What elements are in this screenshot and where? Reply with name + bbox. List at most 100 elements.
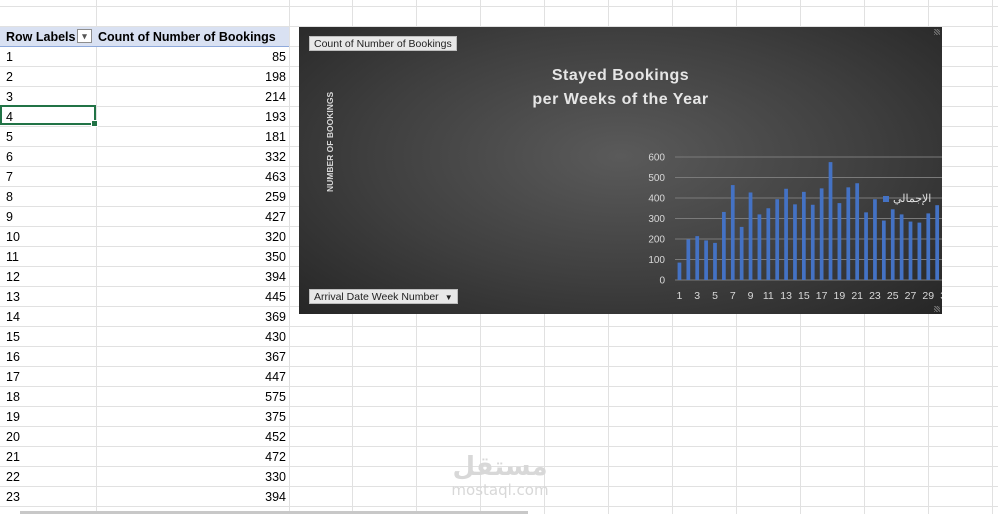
- row-value: 320: [265, 230, 286, 244]
- table-row[interactable]: 4 193: [0, 107, 289, 127]
- bar[interactable]: [722, 211, 726, 280]
- x-tick-label: 25: [887, 290, 899, 302]
- bar[interactable]: [810, 204, 815, 280]
- bar[interactable]: [917, 222, 922, 280]
- horizontal-scrollbar[interactable]: [20, 511, 528, 514]
- table-row[interactable]: 9 427: [0, 207, 289, 227]
- bar[interactable]: [828, 162, 833, 280]
- row-value: 367: [265, 350, 286, 364]
- bar[interactable]: [704, 240, 708, 280]
- bar[interactable]: [748, 192, 753, 280]
- row-value: 332: [265, 150, 286, 164]
- row-label: 1: [6, 50, 13, 64]
- y-tick-label: 600: [648, 153, 665, 164]
- row-label: 23: [6, 490, 20, 504]
- bar[interactable]: [881, 220, 886, 280]
- chart-title-line-2: per Weeks of the Year: [532, 91, 709, 108]
- bar[interactable]: [819, 188, 824, 280]
- table-row[interactable]: 20 452: [0, 427, 289, 447]
- row-label: 12: [6, 270, 20, 284]
- bar[interactable]: [935, 205, 940, 280]
- table-row[interactable]: 16 367: [0, 347, 289, 367]
- axis-field-button[interactable]: Arrival Date Week Number ▼: [309, 289, 458, 304]
- bar[interactable]: [730, 185, 735, 280]
- table-row[interactable]: 7 463: [0, 167, 289, 187]
- y-tick-label: 200: [648, 235, 665, 246]
- bar[interactable]: [873, 199, 877, 280]
- table-row[interactable]: 15 430: [0, 327, 289, 347]
- gridline: [96, 0, 97, 514]
- bar[interactable]: [793, 204, 797, 280]
- x-tick-label: 1: [677, 290, 683, 302]
- gridline: [0, 26, 998, 27]
- table-row[interactable]: 10 320: [0, 227, 289, 247]
- pivot-chart[interactable]: Count of Number of Bookings Stayed Booki…: [299, 27, 942, 314]
- row-value: 193: [265, 110, 286, 124]
- x-tick-label: 9: [748, 290, 754, 302]
- table-row[interactable]: 21 472: [0, 447, 289, 467]
- row-value: 181: [265, 130, 286, 144]
- table-row[interactable]: 5 181: [0, 127, 289, 147]
- row-value: 259: [265, 190, 286, 204]
- bar[interactable]: [846, 187, 851, 280]
- x-tick-label: 11: [763, 290, 774, 302]
- x-tick-label: 19: [834, 290, 846, 302]
- bar[interactable]: [908, 221, 913, 280]
- bar[interactable]: [855, 183, 860, 280]
- table-row[interactable]: 3 214: [0, 87, 289, 107]
- row-label: 15: [6, 330, 20, 344]
- bar[interactable]: [926, 213, 931, 280]
- bar[interactable]: [784, 188, 788, 280]
- x-tick-label: 15: [798, 290, 810, 302]
- chart-title: Stayed Bookings per Weeks of the Year: [299, 64, 942, 112]
- table-row[interactable]: 18 575: [0, 387, 289, 407]
- table-row[interactable]: 6 332: [0, 147, 289, 167]
- bar[interactable]: [695, 236, 700, 280]
- count-header[interactable]: Count of Number of Bookings: [98, 30, 276, 44]
- row-label: 14: [6, 310, 20, 324]
- gridline: [0, 6, 998, 7]
- table-row[interactable]: 12 394: [0, 267, 289, 287]
- resize-handle-icon[interactable]: [934, 306, 940, 312]
- bar[interactable]: [775, 199, 780, 280]
- row-label: 16: [6, 350, 20, 364]
- watermark-latin: mostaql.com: [451, 481, 549, 499]
- watermark-arabic: مستقل: [452, 452, 548, 482]
- table-row[interactable]: 23 394: [0, 487, 289, 507]
- value-field-button[interactable]: Count of Number of Bookings: [309, 36, 457, 51]
- bar[interactable]: [837, 203, 842, 280]
- bar[interactable]: [677, 262, 682, 280]
- table-row[interactable]: 19 375: [0, 407, 289, 427]
- bar[interactable]: [757, 214, 762, 280]
- bar[interactable]: [739, 226, 744, 280]
- row-label: 6: [6, 150, 13, 164]
- bar[interactable]: [766, 208, 771, 280]
- bar[interactable]: [864, 212, 868, 280]
- chart-legend: الإجمالي: [883, 192, 931, 205]
- row-label: 21: [6, 450, 20, 464]
- table-row[interactable]: 8 259: [0, 187, 289, 207]
- row-labels-header[interactable]: Row Labels: [6, 30, 76, 44]
- table-row[interactable]: 13 445: [0, 287, 289, 307]
- bar[interactable]: [713, 242, 717, 280]
- row-label: 17: [6, 370, 20, 384]
- table-row[interactable]: 14 369: [0, 307, 289, 327]
- row-value: 452: [265, 430, 286, 444]
- table-row[interactable]: 17 447: [0, 367, 289, 387]
- bar[interactable]: [890, 209, 895, 280]
- legend-swatch: [883, 196, 889, 203]
- watermark: مستقل mostaql.com: [436, 452, 564, 498]
- resize-handle-icon[interactable]: [934, 29, 940, 35]
- dropdown-arrow-icon: ▼: [444, 293, 453, 302]
- table-row[interactable]: 22 330: [0, 467, 289, 487]
- bar[interactable]: [801, 191, 806, 280]
- bar[interactable]: [899, 214, 904, 280]
- table-row[interactable]: 1 85: [0, 47, 289, 67]
- selected-cell[interactable]: [0, 105, 98, 127]
- x-tick-label: 5: [712, 290, 718, 302]
- table-row[interactable]: 11 350: [0, 247, 289, 267]
- table-row[interactable]: 2 198: [0, 67, 289, 87]
- chevron-down-icon[interactable]: ▾: [77, 29, 92, 43]
- bar[interactable]: [686, 239, 691, 280]
